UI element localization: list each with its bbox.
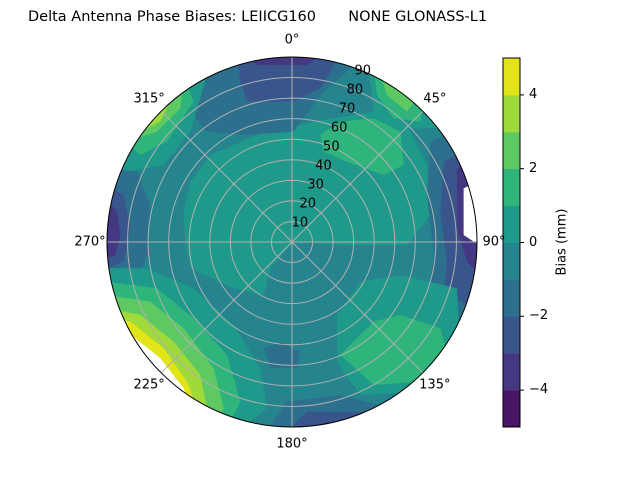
contour-region [320, 118, 404, 175]
colorbar-band [503, 353, 520, 391]
grid-spoke [160, 241, 293, 374]
colorbar-band [503, 390, 520, 428]
radial-tick-label: 30 [307, 177, 324, 193]
radial-tick-label: 60 [330, 120, 348, 136]
colorbar-band [503, 58, 520, 96]
angular-tick-label: 45° [423, 91, 447, 107]
colorbar-band [503, 316, 520, 354]
colorbar-band [503, 94, 520, 133]
angular-tick-label: 315° [133, 91, 165, 107]
contour-region [263, 341, 301, 369]
polar-grid [107, 57, 477, 427]
contour-region [236, 57, 341, 102]
angular-tick-label: 180° [276, 436, 308, 452]
colorbar-band [503, 205, 520, 243]
angular-tick-label: 135° [419, 377, 451, 393]
angular-tick-label: 225° [133, 377, 165, 393]
radial-tick-label: 70 [338, 101, 356, 117]
radial-tick-label: 50 [323, 139, 340, 155]
colorbar-band [503, 131, 520, 170]
contour-region [340, 314, 451, 385]
angular-tick-label: 270° [74, 234, 106, 250]
colorbar-tick-label: −4 [529, 382, 549, 398]
colorbar-band [503, 168, 520, 207]
radial-tick-label: 10 [291, 215, 309, 231]
radial-tick-label: 80 [346, 82, 364, 98]
colorbar-tick-label: 4 [529, 86, 538, 102]
colorbar-tick-label: 0 [529, 234, 538, 250]
colorbar-tick-label: 2 [529, 160, 538, 176]
colorbar-band [503, 279, 520, 317]
angular-tick-label: 0° [284, 32, 300, 48]
angular-tick-label: 90° [482, 234, 506, 250]
grid-spoke [291, 241, 424, 374]
grid-spoke [291, 110, 424, 243]
radial-tick-label: 20 [299, 196, 316, 212]
polar-frame [106, 56, 478, 428]
radial-tick-label: 90 [354, 63, 372, 79]
chart-title: Delta Antenna Phase Biases: LEIICG160 NO… [28, 9, 488, 25]
grid-spoke [160, 110, 293, 243]
colorbar-label: Bias (mm) [554, 208, 570, 276]
radial-tick-label: 40 [315, 158, 332, 174]
colorbar-tick-label: −2 [529, 308, 549, 324]
contour-region [107, 201, 121, 259]
colorbar-band [503, 242, 520, 280]
